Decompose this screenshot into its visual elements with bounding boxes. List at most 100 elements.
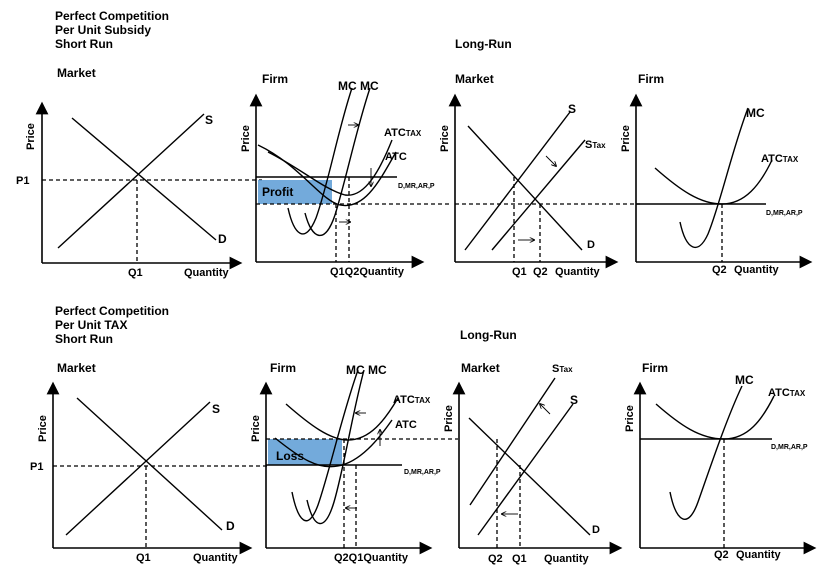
q2q1-label: Q2Q1Quantity	[334, 552, 409, 564]
atc-tax-label: ATCTAX	[761, 153, 799, 165]
subsidy-long-run-label: Long-Run	[455, 37, 512, 51]
x-axis-label: Quantity	[544, 553, 589, 565]
subsidy-title-1: Perfect Competition	[55, 9, 169, 23]
demand-line	[468, 417, 591, 536]
tax-firm-graph: Firm Price Loss MC MC ATCTAX ATC D,MR,AR…	[250, 361, 458, 564]
tax-long-run-label: Long-Run	[460, 328, 517, 342]
atc-curve	[267, 139, 393, 196]
q2-label: Q2	[712, 264, 727, 276]
mc-label: MC MC	[338, 79, 379, 93]
atc-tax-label: ATCTAX	[768, 387, 806, 399]
subsidy-firm-graph: Firm Price Profit MC MC ATCTAX ATC D,MR,…	[240, 72, 452, 278]
dmr-label: D,MR,AR,P	[771, 444, 808, 451]
demand-label: D	[592, 524, 600, 536]
subsidy-title-3: Short Run	[55, 37, 113, 51]
graph-heading: Market	[461, 361, 500, 375]
subsidy-lr-firm-graph: Firm Price MC ATCTAX D,MR,AR,P Q2 Quanti…	[620, 72, 813, 276]
supply-line	[477, 403, 574, 536]
x-axis-label: Quantity	[734, 264, 779, 276]
graph-heading: Market	[455, 72, 494, 86]
graph-heading: Market	[57, 66, 96, 80]
supply-line	[65, 401, 211, 536]
shift-arrow	[540, 404, 551, 415]
x-axis-label: Quantity	[193, 552, 238, 564]
supply-tax-label: STax	[552, 363, 573, 375]
mc-curve	[304, 87, 371, 237]
mc-label: MC MC	[346, 363, 387, 377]
mc-label: MC	[735, 373, 754, 387]
tax-lr-market-graph: Market Price STax S D Q2 Q1 Quantity	[443, 361, 623, 565]
supply-tax-label: STax	[585, 139, 606, 151]
loss-area	[268, 439, 342, 465]
y-axis-label: Price	[25, 123, 37, 150]
tax-title-2: Per Unit TAX	[55, 318, 127, 332]
graph-heading: Firm	[642, 361, 668, 375]
p1-label: P1	[16, 175, 29, 187]
q2-label: Q2	[488, 553, 503, 565]
mc-tax-curve	[287, 87, 353, 235]
graph-heading: Market	[57, 361, 96, 375]
tax-market-graph: Market Price S D P1 Q1 Quantity	[30, 361, 268, 564]
mc-curve	[669, 385, 743, 520]
dmr-label: D,MR,AR,P	[398, 183, 435, 190]
y-axis-label: Price	[240, 125, 252, 152]
y-axis-label: Price	[624, 405, 636, 432]
supply-label: S	[568, 102, 576, 116]
atc-label: ATC	[395, 419, 417, 431]
subsidy-section: Perfect Competition Per Unit Subsidy Sho…	[16, 9, 813, 279]
q1-label: Q1	[136, 552, 151, 564]
subsidy-market-graph: Market Price S D P1 Q1 Quantity	[16, 66, 262, 279]
x-axis-label: Quantity	[736, 549, 781, 561]
demand-label: D	[226, 519, 235, 533]
mc-tax-curve	[291, 369, 359, 522]
dmr-label: D,MR,AR,P	[766, 210, 803, 217]
supply-label: S	[205, 113, 213, 127]
supply-tax-line	[491, 139, 586, 251]
q1q2-label: Q1Q2Quantity	[330, 266, 405, 278]
q2-label: Q2	[533, 266, 548, 278]
demand-line	[71, 117, 217, 241]
q1-label: Q1	[512, 553, 527, 565]
y-axis-label: Price	[620, 125, 632, 152]
graph-heading: Firm	[262, 72, 288, 86]
atc-tax-curve	[655, 395, 775, 440]
atc-tax-curve	[257, 144, 397, 207]
y-axis-label: Price	[250, 415, 262, 442]
subsidy-lr-market-graph: Market Price S STax D Q1 Q2 Quantity	[439, 72, 640, 278]
p1-label: P1	[30, 461, 43, 473]
atc-label: ATC	[385, 151, 407, 163]
atc-tax-label: ATCTAX	[384, 127, 422, 139]
y-axis-label: Price	[37, 415, 49, 442]
y-axis-label: Price	[443, 405, 455, 432]
q2-label: Q2	[714, 549, 729, 561]
x-axis-label: Quantity	[184, 267, 229, 279]
atc-tax-label: ATCTAX	[393, 394, 431, 406]
demand-label: D	[218, 232, 227, 246]
atc-tax-curve	[654, 159, 773, 205]
demand-label: D	[587, 239, 595, 251]
subsidy-title-2: Per Unit Subsidy	[55, 23, 151, 37]
x-axis-label: Quantity	[555, 266, 600, 278]
demand-line	[467, 125, 583, 251]
y-axis-label: Price	[439, 125, 451, 152]
supply-tax-line	[469, 377, 556, 506]
supply-line	[57, 113, 205, 249]
tax-section: Perfect Competition Per Unit TAX Short R…	[30, 304, 817, 565]
shift-arrow	[545, 155, 556, 166]
supply-line	[464, 111, 571, 251]
loss-label: Loss	[276, 449, 304, 463]
atc-curve	[274, 419, 393, 468]
mc-curve	[679, 107, 749, 248]
graph-heading: Firm	[638, 72, 664, 86]
tax-title-3: Short Run	[55, 332, 113, 346]
graph-heading: Firm	[270, 361, 296, 375]
dmr-label: D,MR,AR,P	[404, 469, 441, 476]
supply-label: S	[570, 393, 578, 407]
mc-curve	[306, 369, 365, 525]
profit-label: Profit	[262, 185, 293, 199]
tax-lr-firm-graph: Firm Price MC ATCTAX D,MR,AR,P Q2 Quanti…	[624, 361, 817, 561]
mc-label: MC	[746, 106, 765, 120]
demand-line	[76, 397, 223, 531]
supply-label: S	[212, 402, 220, 416]
